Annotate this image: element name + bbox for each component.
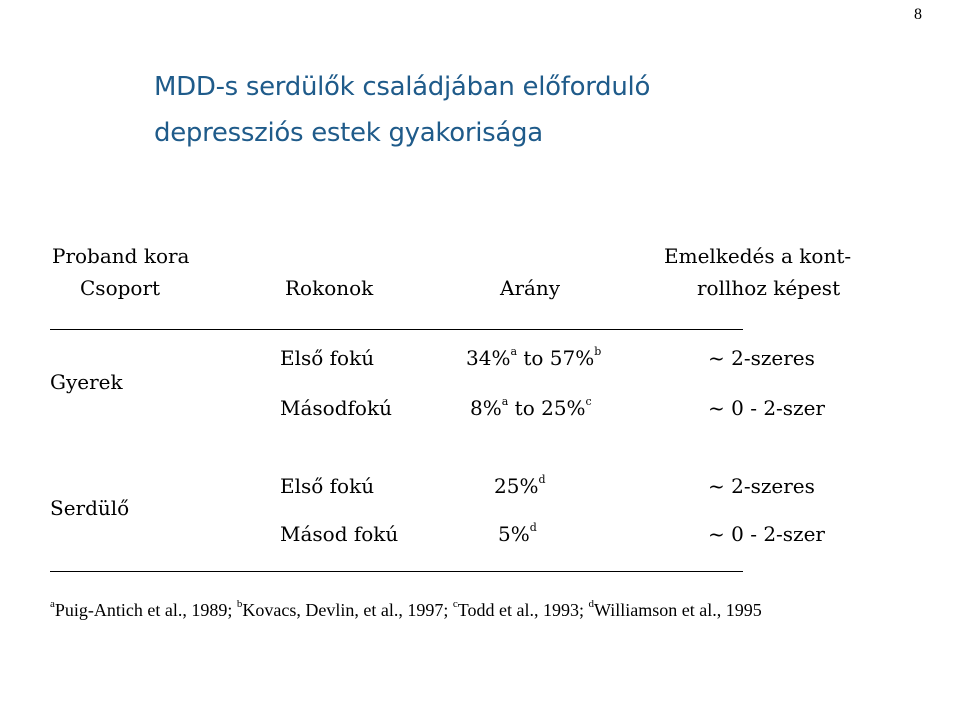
row-ratio: 25%d [494, 473, 546, 498]
page-number: 8 [914, 6, 922, 23]
header-group: Csoport [80, 276, 161, 300]
footnote-references: aPuig-Antich et al., 1989; bKovacs, Devl… [50, 598, 762, 621]
row-ratio: 5%d [498, 521, 537, 546]
row-increase: ~ 0 - 2-szer [708, 522, 825, 546]
title-line-1: MDD-s serdülők családjában előforduló [154, 72, 651, 102]
row-increase: ~ 0 - 2-szer [708, 396, 825, 420]
table-top-rule [50, 329, 743, 330]
row-ratio: 8%a to 25%c [470, 395, 592, 420]
title-line-2: depressziós estek gyakorisága [154, 118, 543, 148]
group-label-adolescent: Serdülő [50, 496, 130, 520]
header-increase-line-2: rollhoz képest [697, 276, 841, 300]
row-relatives: Másod fokú [280, 522, 399, 546]
table-bottom-rule [50, 571, 743, 572]
row-relatives: Első fokú [280, 346, 375, 370]
header-relatives: Rokonok [285, 276, 374, 300]
row-increase: ~ 2-szeres [708, 346, 815, 370]
group-label-child: Gyerek [50, 370, 123, 394]
row-relatives: Másodfokú [280, 396, 392, 420]
row-relatives: Első fokú [280, 474, 375, 498]
header-proband-age: Proband kora [52, 244, 190, 268]
row-increase: ~ 2-szeres [708, 474, 815, 498]
header-increase-line-1: Emelkedés a kont- [664, 244, 852, 268]
header-ratio: Arány [500, 276, 561, 300]
row-ratio: 34%a to 57%b [466, 345, 602, 370]
